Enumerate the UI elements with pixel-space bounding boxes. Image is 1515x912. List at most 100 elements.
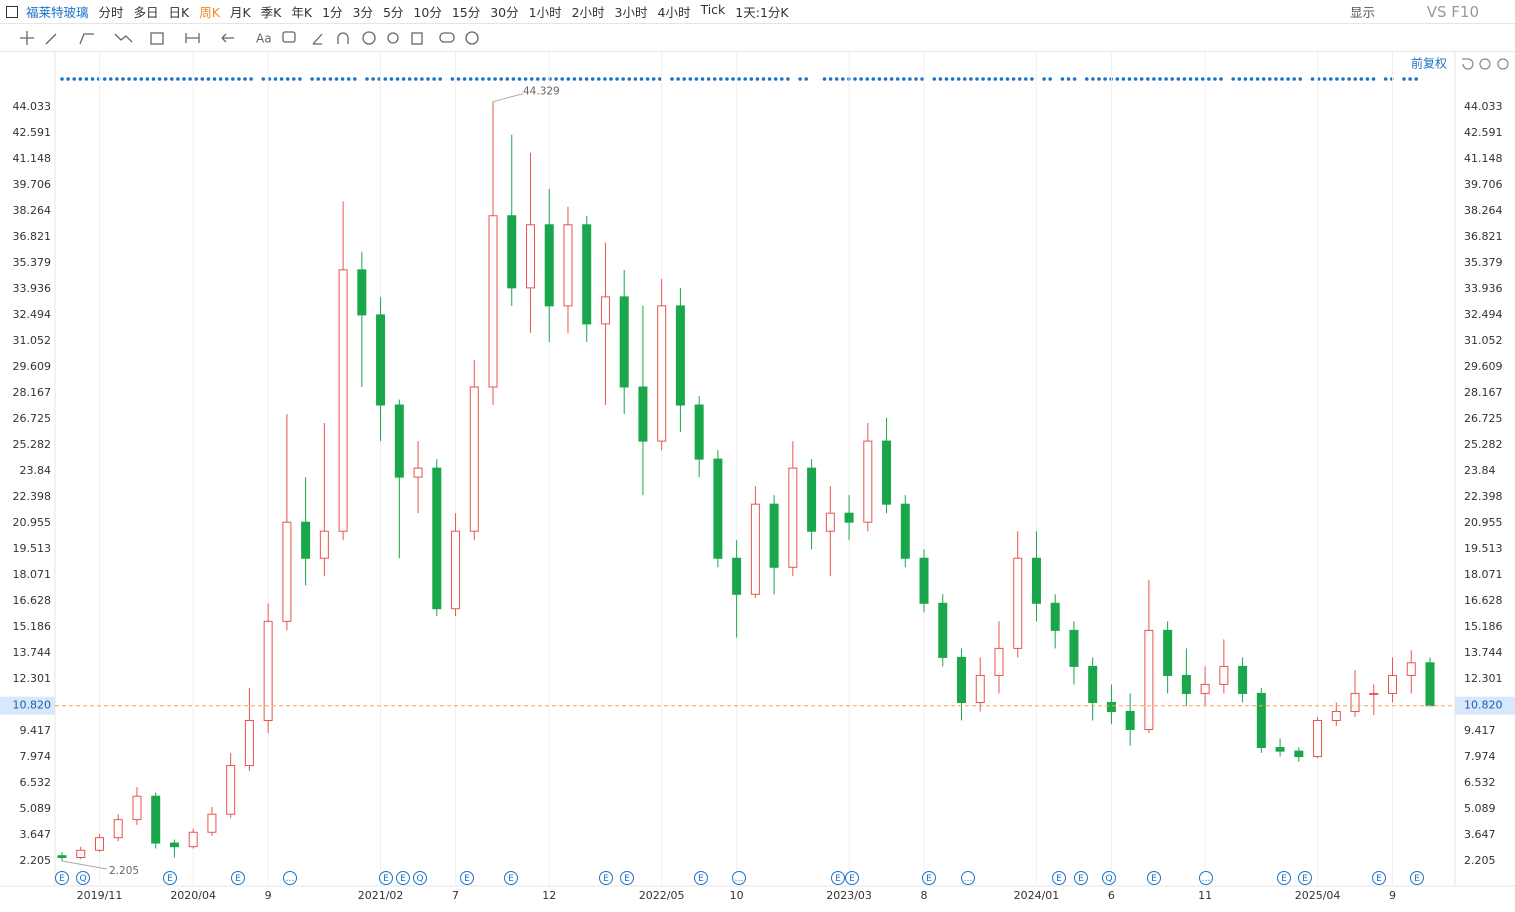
vs-f10[interactable]: VS F10 [1426,2,1479,21]
event-dot [566,77,571,81]
event-dot [969,77,973,81]
arrow-tool[interactable] [221,33,234,43]
event-dot [1341,77,1345,81]
event-marker[interactable] [504,871,518,885]
event-marker[interactable] [1052,871,1066,885]
event-marker[interactable] [961,871,975,885]
period[interactable]: 10分 [413,5,442,20]
event-marker[interactable] [460,871,474,885]
period[interactable]: Tick [700,2,726,17]
toggle-tool[interactable] [439,32,455,43]
event-dot [1091,77,1095,81]
event-marker[interactable] [283,871,297,885]
period[interactable]: 5分 [382,5,404,20]
event-marker[interactable] [76,871,90,885]
event-marker[interactable] [1199,871,1213,885]
candle-body [1425,662,1435,707]
display-menu[interactable]: 显示 [1349,5,1375,20]
y-tick-label: 16.628 [13,594,52,607]
event-dot [1402,77,1406,81]
angle-tool[interactable] [312,33,323,45]
period[interactable]: 15分 [451,5,481,20]
period[interactable]: 30分 [490,5,519,20]
y-tick-label-right: 16.628 [1464,594,1503,607]
sidebar-toggle[interactable] [6,5,18,18]
candle-body [376,314,386,406]
period[interactable]: 多日 [133,5,159,20]
y-tick-label: 3.647 [20,828,52,841]
period[interactable]: 3小时 [614,5,648,20]
event-marker[interactable] [732,871,746,885]
event-marker[interactable] [694,871,708,885]
note-tool[interactable] [282,31,296,43]
candle-body [1369,692,1379,695]
event-dot [834,77,839,81]
settings-tool[interactable] [465,31,479,45]
cycle-tool[interactable] [362,31,376,45]
zoom-in[interactable] [1497,58,1509,70]
event-marker[interactable] [845,871,859,885]
event-marker[interactable] [55,871,69,885]
event-marker[interactable] [396,871,410,885]
y-tick-label-right: 25.282 [1464,438,1503,451]
line-tool[interactable] [45,33,57,45]
event-marker[interactable] [1102,871,1116,885]
period[interactable]: 1分 [322,5,343,20]
period[interactable]: 月K [229,5,251,20]
period[interactable]: 分时 [98,5,124,20]
period[interactable]: 季K [260,5,282,20]
measure-tool[interactable] [185,33,200,43]
event-marker-label: E [1376,874,1382,884]
period[interactable]: 年K [291,5,313,20]
event-marker[interactable] [922,871,936,885]
event-dot [676,77,680,81]
event-marker[interactable] [1372,871,1386,885]
event-marker[interactable] [1410,871,1424,885]
symbol[interactable]: 福莱特玻璃 [26,5,89,20]
event-marker-label: E [1078,874,1084,884]
period[interactable]: 1天:1分K [735,5,789,20]
reset-button[interactable] [1462,58,1474,70]
ray-tool[interactable] [79,33,94,45]
arc-tool[interactable] [337,32,349,44]
move-tool[interactable] [20,31,34,45]
event-marker[interactable] [620,871,634,885]
event-marker[interactable] [1277,871,1291,885]
event-marker-label: Q [1105,874,1112,884]
event-dot [273,77,278,81]
event-marker[interactable] [1147,871,1161,885]
delete-tool[interactable] [411,32,423,45]
target-tool[interactable] [387,32,399,44]
event-dot [438,77,443,81]
event-marker[interactable] [831,871,845,885]
path-tool[interactable] [114,33,133,43]
period[interactable]: 4小时 [657,5,691,20]
zoom-out[interactable] [1479,58,1491,70]
event-dot [383,77,388,81]
period[interactable]: 1小时 [528,5,562,20]
event-marker[interactable] [599,871,613,885]
event-marker[interactable] [231,871,245,885]
candle-body [582,224,592,325]
event-dot [1365,77,1370,81]
event-marker-label: … [286,874,295,884]
candle-body [957,656,967,703]
text-tool[interactable]: Aa [256,32,272,46]
y-tick-label-right: 41.148 [1464,152,1503,165]
period[interactable]: 周K [199,5,220,20]
event-marker[interactable] [1074,871,1088,885]
event-dot [651,77,656,81]
event-marker[interactable] [379,871,393,885]
event-marker[interactable] [163,871,177,885]
candle-body [544,224,554,307]
event-marker-label: E [464,874,470,884]
period[interactable]: 日K [168,5,190,20]
y-tick-label-right: 18.071 [1464,568,1503,581]
event-marker[interactable] [1298,871,1312,885]
adjust-mode[interactable]: 前复权 [1411,56,1447,71]
pattern-tool[interactable] [150,32,164,45]
event-marker[interactable] [413,871,427,885]
period[interactable]: 2小时 [571,5,605,20]
period[interactable]: 3分 [352,5,373,20]
